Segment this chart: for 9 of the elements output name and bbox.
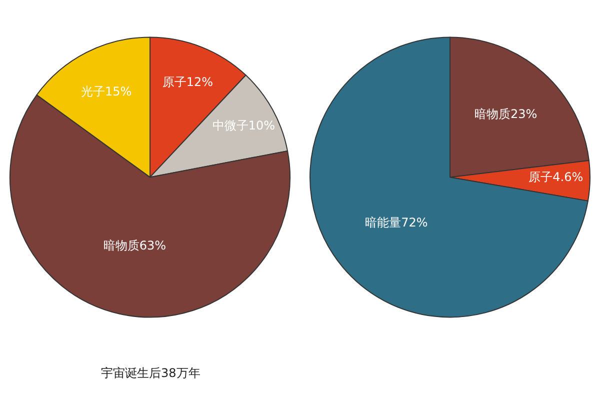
slice-label: 中微子10% [212,118,276,133]
slice-label: 暗能量72% [365,215,428,230]
slice-label: 原子4.6% [528,170,584,184]
slice-label: 原子12% [162,75,214,90]
slice-label: 暗物质63% [103,238,166,253]
slice-label: 暗物质23% [474,107,538,122]
text: 宇宙诞生后38万年 [101,366,200,380]
slice-label: 光子15% [80,84,132,98]
pie-slice [310,36,588,318]
